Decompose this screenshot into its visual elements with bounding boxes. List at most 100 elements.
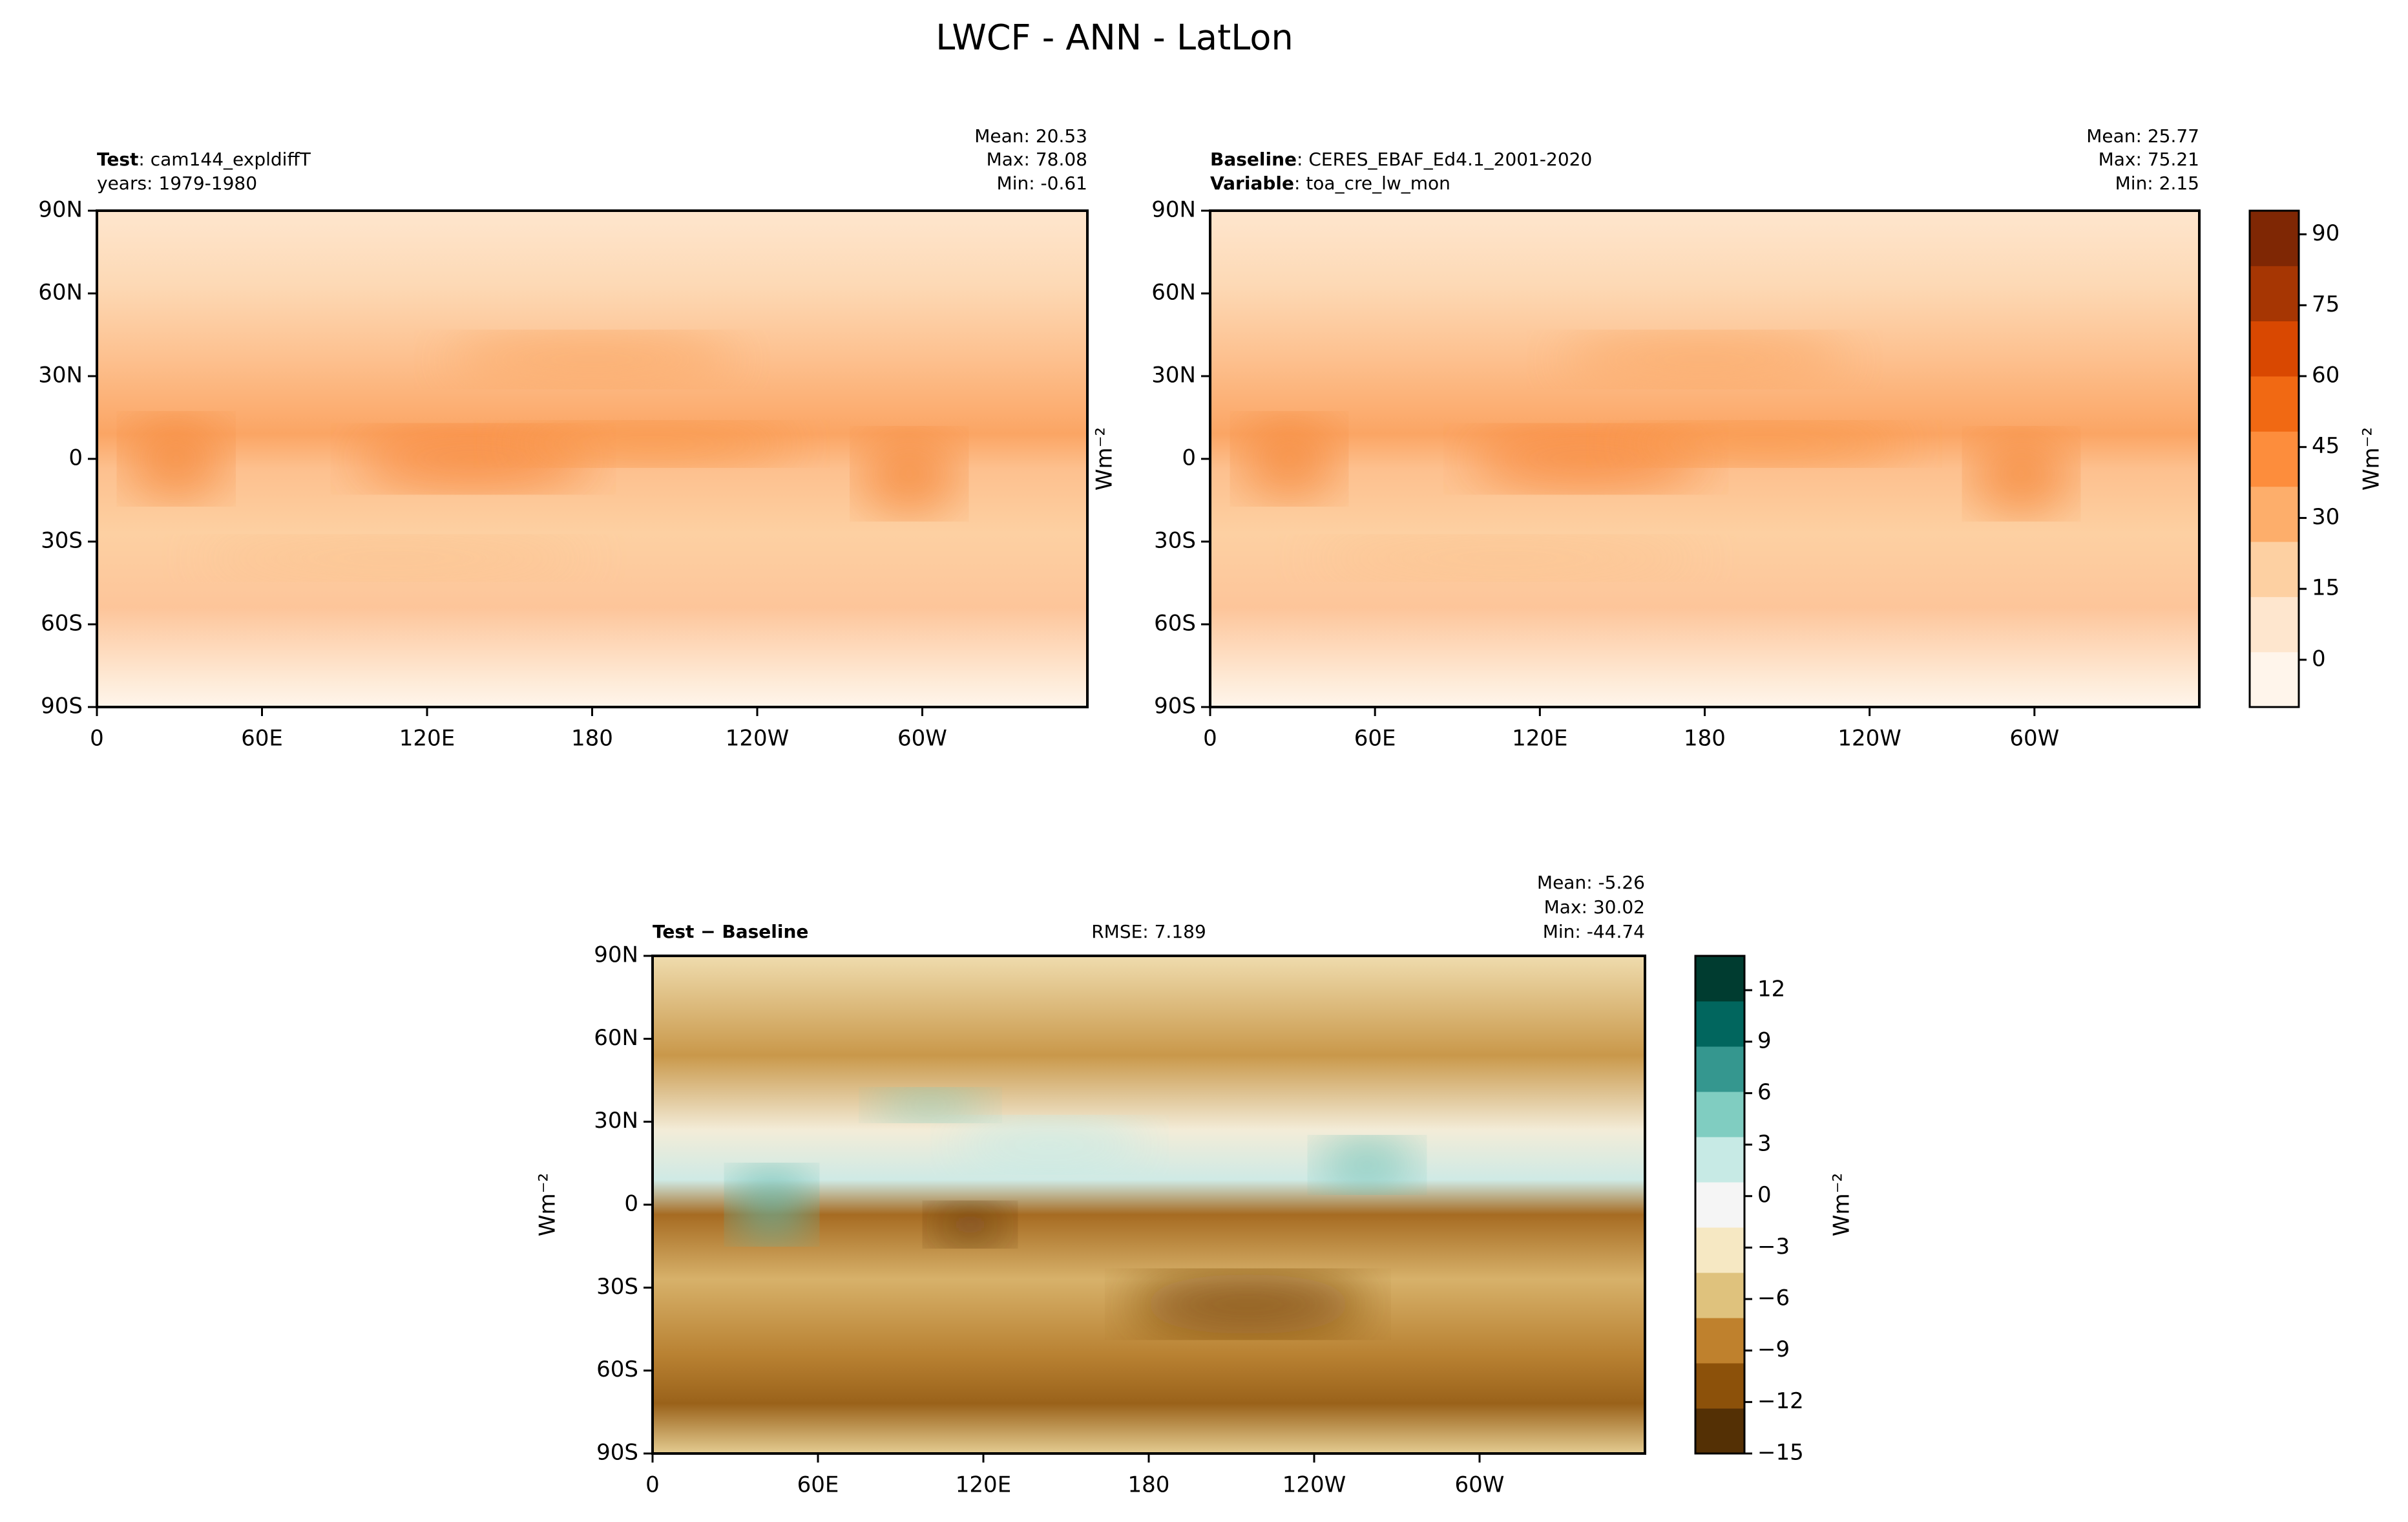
x-tick-label: 120E bbox=[956, 1472, 1011, 1498]
colorbar-band bbox=[1695, 1273, 1744, 1318]
colorbar-tick-label: 0 bbox=[1757, 1182, 1772, 1208]
colorbar-tick-label: 6 bbox=[1757, 1079, 1772, 1105]
colorbar-tick-label: −12 bbox=[1757, 1388, 1804, 1414]
y-tick-label: 30N bbox=[1151, 363, 1196, 388]
y-tick-label: 30S bbox=[1154, 528, 1196, 554]
map-feature bbox=[1239, 419, 1339, 499]
map-feature bbox=[859, 434, 959, 514]
title-value: : CERES_EBAF_Ed4.1_2001-2020 bbox=[1297, 149, 1592, 170]
colorbar-band bbox=[1695, 956, 1744, 1002]
y-tick-label: 60S bbox=[41, 611, 83, 637]
colorbar-band bbox=[2250, 486, 2299, 542]
map-field bbox=[1210, 211, 2199, 707]
stat-label: Min: -0.61 bbox=[997, 173, 1087, 194]
stat-label: Max: 30.02 bbox=[1544, 896, 1645, 918]
map-panel: 0 60E 120E 180 120W 60W 90S 60S 30S 0 30N 60N 90N Tes… bbox=[38, 125, 1089, 752]
map-feature bbox=[731, 1170, 811, 1240]
stat-label: Mean: 20.53 bbox=[974, 125, 1087, 147]
colorbar-tick-label: 60 bbox=[2312, 363, 2340, 388]
map-feature bbox=[1317, 1139, 1417, 1190]
stat-label: Max: 75.21 bbox=[2099, 149, 2199, 170]
x-tick-label: 120E bbox=[399, 726, 455, 752]
x-tick-label: 120W bbox=[1837, 726, 1901, 752]
stat-label: Mean: 25.77 bbox=[2086, 125, 2199, 147]
colorbar-tick-label: −3 bbox=[1757, 1234, 1790, 1260]
figure-title: LWCF - ANN - LatLon bbox=[936, 17, 1293, 58]
x-tick-label: 60W bbox=[2009, 726, 2059, 752]
y-tick-label: 30S bbox=[41, 528, 83, 554]
y-tick-label: 90N bbox=[594, 942, 638, 968]
map-feature bbox=[1129, 1274, 1367, 1335]
x-tick-label: 60E bbox=[241, 726, 283, 752]
map-panel: 0 60E 120E 180 120W 60W 90S 60S 30S 0 30N 60N 90N Tes… bbox=[535, 872, 1855, 1498]
map-feature bbox=[950, 1120, 1149, 1170]
colorbar-band bbox=[1695, 1227, 1744, 1273]
colorbar-band bbox=[2250, 211, 2299, 266]
y-tick-label: 0 bbox=[68, 445, 83, 471]
x-tick-label: 60E bbox=[1354, 726, 1396, 752]
colorbar-tick-label: 0 bbox=[2312, 646, 2326, 671]
colorbar-frame bbox=[2248, 209, 2300, 708]
colorbar-tick-label: 45 bbox=[2312, 433, 2340, 459]
colorbar-tick-label: −15 bbox=[1757, 1440, 1804, 1466]
colorbar-band bbox=[2250, 266, 2299, 322]
y-axis-label: Wm⁻² bbox=[535, 1173, 561, 1236]
y-tick-label: 60S bbox=[1154, 611, 1196, 637]
map-feature bbox=[870, 1090, 990, 1121]
colorbar-band bbox=[1695, 1318, 1744, 1364]
title-key: Test − Baseline bbox=[653, 921, 808, 942]
x-tick-label: 60W bbox=[1455, 1472, 1505, 1498]
colorbar-band bbox=[1695, 1092, 1744, 1137]
title-key: Test bbox=[97, 149, 138, 170]
colorbar-tick-label: 30 bbox=[2312, 504, 2340, 530]
map-feature bbox=[126, 419, 226, 499]
map-background bbox=[653, 956, 1645, 1453]
x-tick-label: 120W bbox=[1283, 1472, 1346, 1498]
center-title: RMSE: 7.189 bbox=[1091, 921, 1206, 942]
colorbar-band bbox=[1695, 1408, 1744, 1454]
colorbar-band bbox=[2250, 651, 2299, 708]
x-tick-label: 60W bbox=[897, 726, 947, 752]
colorbar-band bbox=[2250, 542, 2299, 597]
stat-label: Max: 78.08 bbox=[987, 149, 1087, 170]
y-tick-label: 0 bbox=[624, 1191, 638, 1217]
map-feature bbox=[1556, 335, 1854, 385]
title-value: years: 1979-1980 bbox=[97, 173, 257, 194]
y-tick-label: 90S bbox=[41, 693, 83, 719]
x-tick-label: 180 bbox=[571, 726, 613, 752]
colorbar-tick-label: −6 bbox=[1757, 1285, 1790, 1311]
colorbar-label: Wm⁻² bbox=[2359, 427, 2385, 491]
title-key: Variable bbox=[1210, 173, 1294, 194]
panel-title: years: 1979-1980 bbox=[97, 173, 257, 194]
colorbar-band bbox=[2250, 431, 2299, 487]
map-feature bbox=[196, 538, 592, 578]
map-feature bbox=[1309, 538, 1705, 578]
y-tick-label: 60N bbox=[594, 1025, 638, 1051]
map-feature bbox=[1615, 424, 1913, 464]
x-tick-label: 0 bbox=[1203, 726, 1217, 752]
y-tick-label: 30N bbox=[594, 1108, 638, 1134]
y-tick-label: 60S bbox=[596, 1357, 638, 1382]
x-tick-label: 120E bbox=[1512, 726, 1567, 752]
colorbar-tick-label: 3 bbox=[1757, 1131, 1772, 1157]
colorbar-tick-label: 75 bbox=[2312, 291, 2340, 317]
colorbar-tick-label: 15 bbox=[2312, 575, 2340, 601]
y-tick-label: 30S bbox=[596, 1274, 638, 1300]
title-key: Baseline bbox=[1210, 149, 1297, 170]
colorbar-band bbox=[1695, 1363, 1744, 1409]
stat-label: Mean: -5.26 bbox=[1537, 872, 1645, 893]
map-panel: 0 60E 120E 180 120W 60W 90S 60S 30S 0 30N 60N 90N Bas… bbox=[1092, 125, 2385, 752]
map-field bbox=[97, 211, 1087, 707]
colorbar-tick-label: 9 bbox=[1757, 1028, 1772, 1053]
x-tick-label: 120W bbox=[726, 726, 790, 752]
colorbar-label: Wm⁻² bbox=[1829, 1173, 1855, 1236]
y-axis-label: Wm⁻² bbox=[1092, 427, 1118, 491]
colorbar-frame bbox=[1694, 955, 1746, 1455]
map-feature bbox=[443, 335, 741, 385]
x-tick-label: 0 bbox=[645, 1472, 660, 1498]
y-tick-label: 90N bbox=[1151, 197, 1196, 223]
colorbar-band bbox=[1695, 1137, 1744, 1183]
x-tick-label: 180 bbox=[1128, 1472, 1170, 1498]
panel-title: Test − Baseline bbox=[653, 921, 808, 942]
